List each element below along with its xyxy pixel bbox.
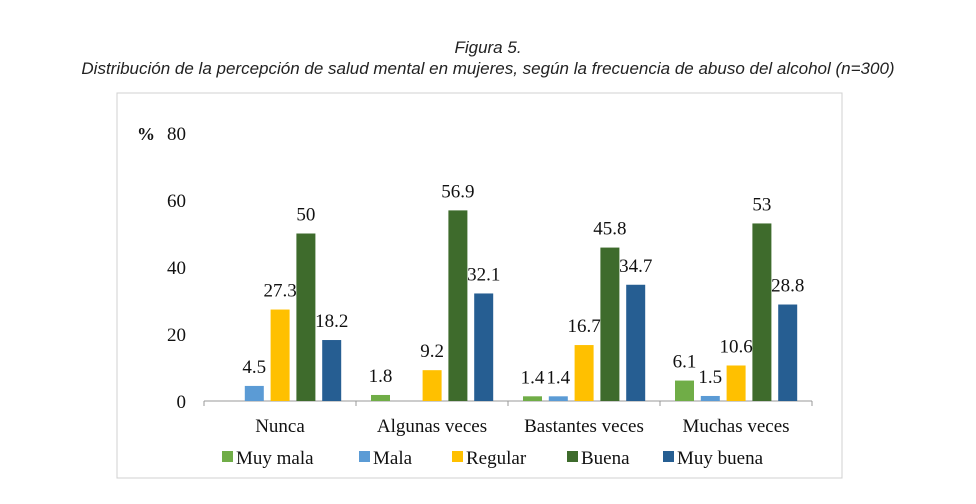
data-label: 9.2 xyxy=(420,341,444,362)
legend-swatch xyxy=(663,451,674,462)
data-label: 50 xyxy=(296,205,315,226)
x-tick-label: Muchas veces xyxy=(682,416,789,437)
bar-buena xyxy=(296,233,316,401)
legend-swatch xyxy=(359,451,370,462)
bar-regular xyxy=(726,365,746,401)
chart-title: Figura 5. xyxy=(454,38,522,57)
data-label: 1.4 xyxy=(546,367,570,388)
data-label: 53 xyxy=(752,194,771,215)
chart-border xyxy=(116,92,843,479)
data-label: 1.5 xyxy=(698,367,722,388)
data-label: 32.1 xyxy=(467,264,500,285)
bar-buena xyxy=(448,210,468,401)
legend-swatch xyxy=(452,451,463,462)
bar-muy-buena xyxy=(626,284,646,401)
bar-regular xyxy=(574,345,594,401)
data-label: 56.9 xyxy=(441,181,474,202)
data-label: 1.4 xyxy=(521,367,545,388)
data-label: 28.8 xyxy=(771,276,804,297)
data-label: 34.7 xyxy=(619,256,652,277)
bar-mala xyxy=(244,385,264,401)
legend-label: Mala xyxy=(373,448,413,469)
bar-muy-buena xyxy=(778,304,798,401)
bar-buena xyxy=(600,247,620,401)
y-tick-label: 60 xyxy=(167,191,186,212)
data-label: 1.8 xyxy=(369,366,393,387)
bar-muy-mala xyxy=(675,380,694,401)
data-label: 4.5 xyxy=(242,357,266,378)
legend-swatch xyxy=(567,451,578,462)
y-tick-label: 40 xyxy=(167,258,186,279)
x-tick-label: Algunas veces xyxy=(377,416,487,437)
bar-regular xyxy=(270,309,290,401)
y-tick-label: 20 xyxy=(167,325,186,346)
bar-mala xyxy=(548,396,568,401)
x-tick-label: Bastantes veces xyxy=(524,416,644,437)
data-label: 18.2 xyxy=(315,311,348,332)
legend-swatch xyxy=(222,451,233,462)
x-tick-label: Nunca xyxy=(255,416,305,437)
data-label: 10.6 xyxy=(719,336,752,357)
bar-muy-mala xyxy=(371,394,390,401)
legend-label: Buena xyxy=(581,448,630,469)
bar-mala xyxy=(700,395,720,401)
y-tick-label: 80 xyxy=(167,124,186,145)
bar-regular xyxy=(422,370,442,401)
y-axis-label: % xyxy=(137,124,155,144)
data-label: 27.3 xyxy=(263,281,296,302)
data-label: 16.7 xyxy=(567,316,600,337)
bar-muy-buena xyxy=(322,340,342,401)
data-label: 6.1 xyxy=(673,352,697,373)
legend-label: Muy mala xyxy=(236,448,314,469)
bar-buena xyxy=(752,223,772,401)
y-tick-label: 0 xyxy=(177,392,187,413)
legend-label: Muy buena xyxy=(677,448,764,469)
data-label: 45.8 xyxy=(593,219,626,240)
chart-subtitle: Distribución de la percepción de salud m… xyxy=(81,59,895,78)
legend-label: Regular xyxy=(466,448,527,469)
bar-muy-mala xyxy=(523,396,542,401)
bar-muy-buena xyxy=(474,293,494,401)
